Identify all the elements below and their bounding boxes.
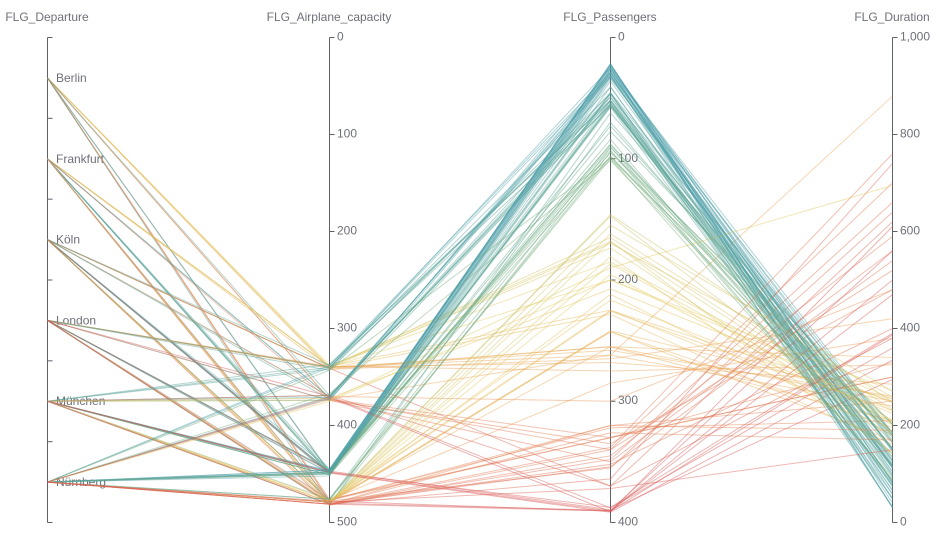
svg-text:300: 300 <box>337 321 357 335</box>
svg-text:Nürnberg: Nürnberg <box>56 475 106 489</box>
svg-text:400: 400 <box>900 321 920 335</box>
svg-text:800: 800 <box>900 127 920 141</box>
svg-text:0: 0 <box>900 515 907 529</box>
svg-text:1,000: 1,000 <box>900 30 930 44</box>
svg-text:600: 600 <box>900 224 920 238</box>
svg-text:400: 400 <box>618 515 638 529</box>
svg-text:London: London <box>56 313 96 327</box>
svg-text:0: 0 <box>337 30 344 44</box>
svg-text:300: 300 <box>618 393 638 407</box>
svg-text:FLG_Duration: FLG_Duration <box>854 10 929 24</box>
svg-text:500: 500 <box>337 515 357 529</box>
svg-text:München: München <box>56 394 105 408</box>
svg-text:Frankfurt: Frankfurt <box>56 152 105 166</box>
svg-text:200: 200 <box>900 418 920 432</box>
svg-text:400: 400 <box>337 418 357 432</box>
svg-text:FLG_Airplane_capacity: FLG_Airplane_capacity <box>267 10 392 24</box>
svg-text:100: 100 <box>337 127 357 141</box>
svg-text:200: 200 <box>618 272 638 286</box>
svg-text:0: 0 <box>618 30 625 44</box>
svg-text:200: 200 <box>337 224 357 238</box>
svg-text:Köln: Köln <box>56 233 80 247</box>
svg-text:Berlin: Berlin <box>56 71 87 85</box>
svg-text:FLG_Passengers: FLG_Passengers <box>563 10 656 24</box>
svg-text:100: 100 <box>618 151 638 165</box>
svg-text:FLG_Departure: FLG_Departure <box>5 10 89 24</box>
